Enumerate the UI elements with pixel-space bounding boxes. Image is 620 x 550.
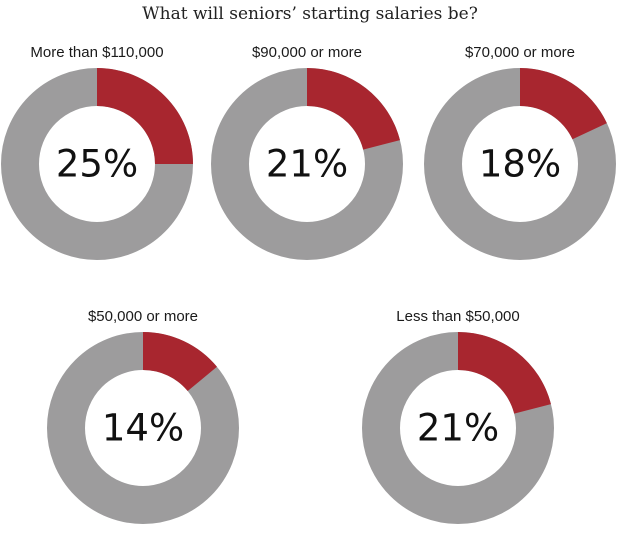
donut-svg: 21% — [362, 332, 554, 524]
donut-percent-label: 25% — [56, 143, 138, 186]
donut-svg: 18% — [424, 68, 616, 260]
donut-percent-label: 18% — [479, 143, 561, 186]
chart-title: What will seniors’ starting salaries be? — [142, 4, 478, 24]
donut-highlight-slice — [520, 68, 607, 140]
donut-chart-1: More than $110,000 25% — [0, 42, 197, 264]
donut-label: More than $110,000 — [30, 44, 164, 61]
donut-svg: 14% — [47, 332, 239, 524]
donut-percent-label: 14% — [102, 407, 184, 450]
donut-highlight-slice — [97, 68, 193, 164]
donut-percent-label: 21% — [417, 407, 499, 450]
donut-chart-5: Less than $50,000 21% — [358, 306, 558, 528]
donut-percent-label: 21% — [266, 143, 348, 186]
donut-label: $50,000 or more — [87, 308, 199, 325]
donut-label: Less than $50,000 — [396, 308, 520, 325]
donut-label: $70,000 or more — [464, 44, 576, 61]
donut-svg: 25% — [1, 68, 193, 260]
donut-label: $90,000 or more — [251, 44, 363, 61]
donut-highlight-slice — [143, 332, 217, 392]
donut-highlight-slice — [458, 332, 551, 414]
donut-chart-4: $50,000 or more 14% — [43, 306, 243, 528]
donut-chart-3: $70,000 or more 18% — [420, 42, 620, 264]
donut-chart-2: $90,000 or more 21% — [207, 42, 407, 264]
donut-svg: 21% — [211, 68, 403, 260]
donut-highlight-slice — [307, 68, 400, 150]
